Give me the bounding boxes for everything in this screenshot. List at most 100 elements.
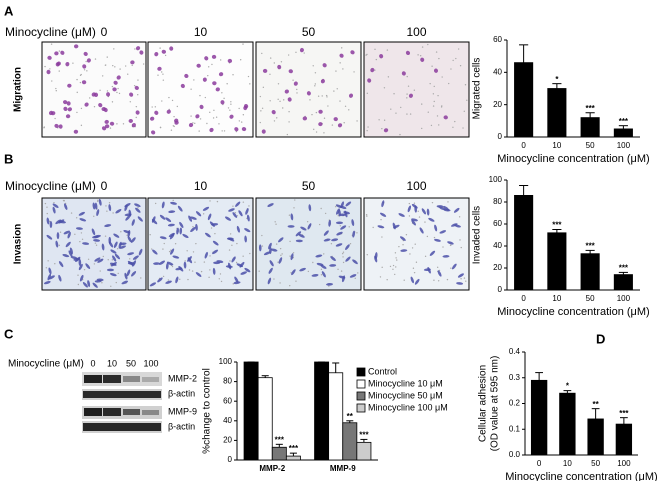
- cell: [112, 255, 117, 262]
- pore: [54, 263, 56, 265]
- pore: [320, 207, 322, 210]
- cell: [109, 121, 115, 126]
- pore: [173, 125, 175, 128]
- pore: [415, 261, 418, 263]
- cell: [414, 278, 420, 285]
- cell: [411, 219, 416, 226]
- cell: [157, 277, 163, 283]
- blot-treatment-label: Minocycline (μM): [8, 359, 84, 370]
- pore: [408, 215, 411, 217]
- cell: [268, 242, 272, 250]
- pore: [414, 243, 416, 245]
- cell: [339, 213, 347, 217]
- cell: [62, 253, 70, 258]
- cell: [165, 280, 172, 284]
- pore: [435, 51, 438, 53]
- micrograph: [363, 197, 470, 291]
- cell: [124, 213, 132, 217]
- pore: [307, 270, 310, 273]
- pore: [219, 59, 222, 61]
- pore: [430, 124, 433, 127]
- cell: [377, 225, 385, 229]
- legend-label: Minocycline 50 μM: [368, 390, 443, 400]
- cell: [345, 244, 350, 251]
- pore: [289, 255, 291, 257]
- cell: [96, 209, 100, 216]
- pore: [53, 201, 55, 204]
- x-axis-label: Minocycline concentration (μM): [497, 153, 649, 165]
- pore: [137, 94, 139, 96]
- pore: [99, 270, 101, 272]
- pore: [275, 243, 278, 245]
- y-tick-label: 20: [493, 263, 502, 272]
- pore: [323, 132, 325, 134]
- blot-band: [84, 375, 102, 383]
- cell: [159, 236, 167, 240]
- cell: [392, 222, 396, 230]
- pore: [337, 215, 340, 217]
- western-blot: [82, 372, 162, 433]
- cell: [258, 244, 262, 252]
- pore: [227, 107, 230, 109]
- cell: [263, 251, 271, 256]
- cell: [132, 255, 139, 260]
- pore: [87, 258, 90, 260]
- pore: [229, 260, 231, 262]
- cell: [226, 237, 234, 241]
- legend-label: Minocycline 100 μM: [368, 402, 448, 412]
- pore: [318, 223, 321, 226]
- pore: [76, 111, 78, 114]
- cell: [442, 255, 450, 258]
- pore: [209, 269, 211, 271]
- pore: [118, 92, 121, 95]
- pore: [380, 218, 382, 221]
- pore: [433, 85, 435, 88]
- pore: [372, 226, 374, 229]
- cell: [299, 47, 304, 53]
- pore: [85, 60, 87, 63]
- cell: [127, 229, 131, 237]
- cell: [65, 61, 70, 67]
- cell: [94, 257, 101, 262]
- pore: [287, 54, 290, 56]
- cell: [398, 213, 405, 217]
- cell: [196, 63, 201, 68]
- pore: [436, 115, 439, 117]
- pore: [356, 232, 358, 234]
- bar: [285, 455, 301, 461]
- cell: [98, 102, 103, 108]
- cell: [149, 282, 157, 287]
- pore: [226, 83, 228, 85]
- cell: [60, 50, 65, 55]
- cell: [94, 279, 102, 283]
- cell: [329, 264, 337, 267]
- pore: [94, 58, 97, 60]
- cell: [215, 87, 220, 92]
- cell: [124, 204, 128, 212]
- cell: [165, 217, 172, 222]
- pore: [74, 233, 76, 236]
- pore: [135, 105, 138, 108]
- cell: [228, 208, 235, 212]
- x-tick-label: 50: [586, 294, 595, 303]
- cell: [113, 233, 120, 238]
- pore: [163, 242, 165, 245]
- cell: [154, 110, 159, 115]
- cell: [154, 51, 159, 57]
- pore: [348, 109, 350, 111]
- cell: [52, 206, 56, 214]
- cell: [379, 54, 384, 59]
- cell: [202, 77, 207, 82]
- cell: [149, 116, 155, 121]
- pore: [126, 234, 128, 237]
- cell: [410, 276, 414, 284]
- cell: [137, 216, 143, 222]
- legend-swatch: [356, 391, 366, 401]
- pore: [260, 110, 262, 112]
- bar: [342, 422, 358, 461]
- pore: [398, 245, 400, 248]
- pore: [280, 61, 283, 63]
- pore: [101, 75, 104, 77]
- cell: [138, 248, 143, 256]
- pore: [261, 107, 264, 109]
